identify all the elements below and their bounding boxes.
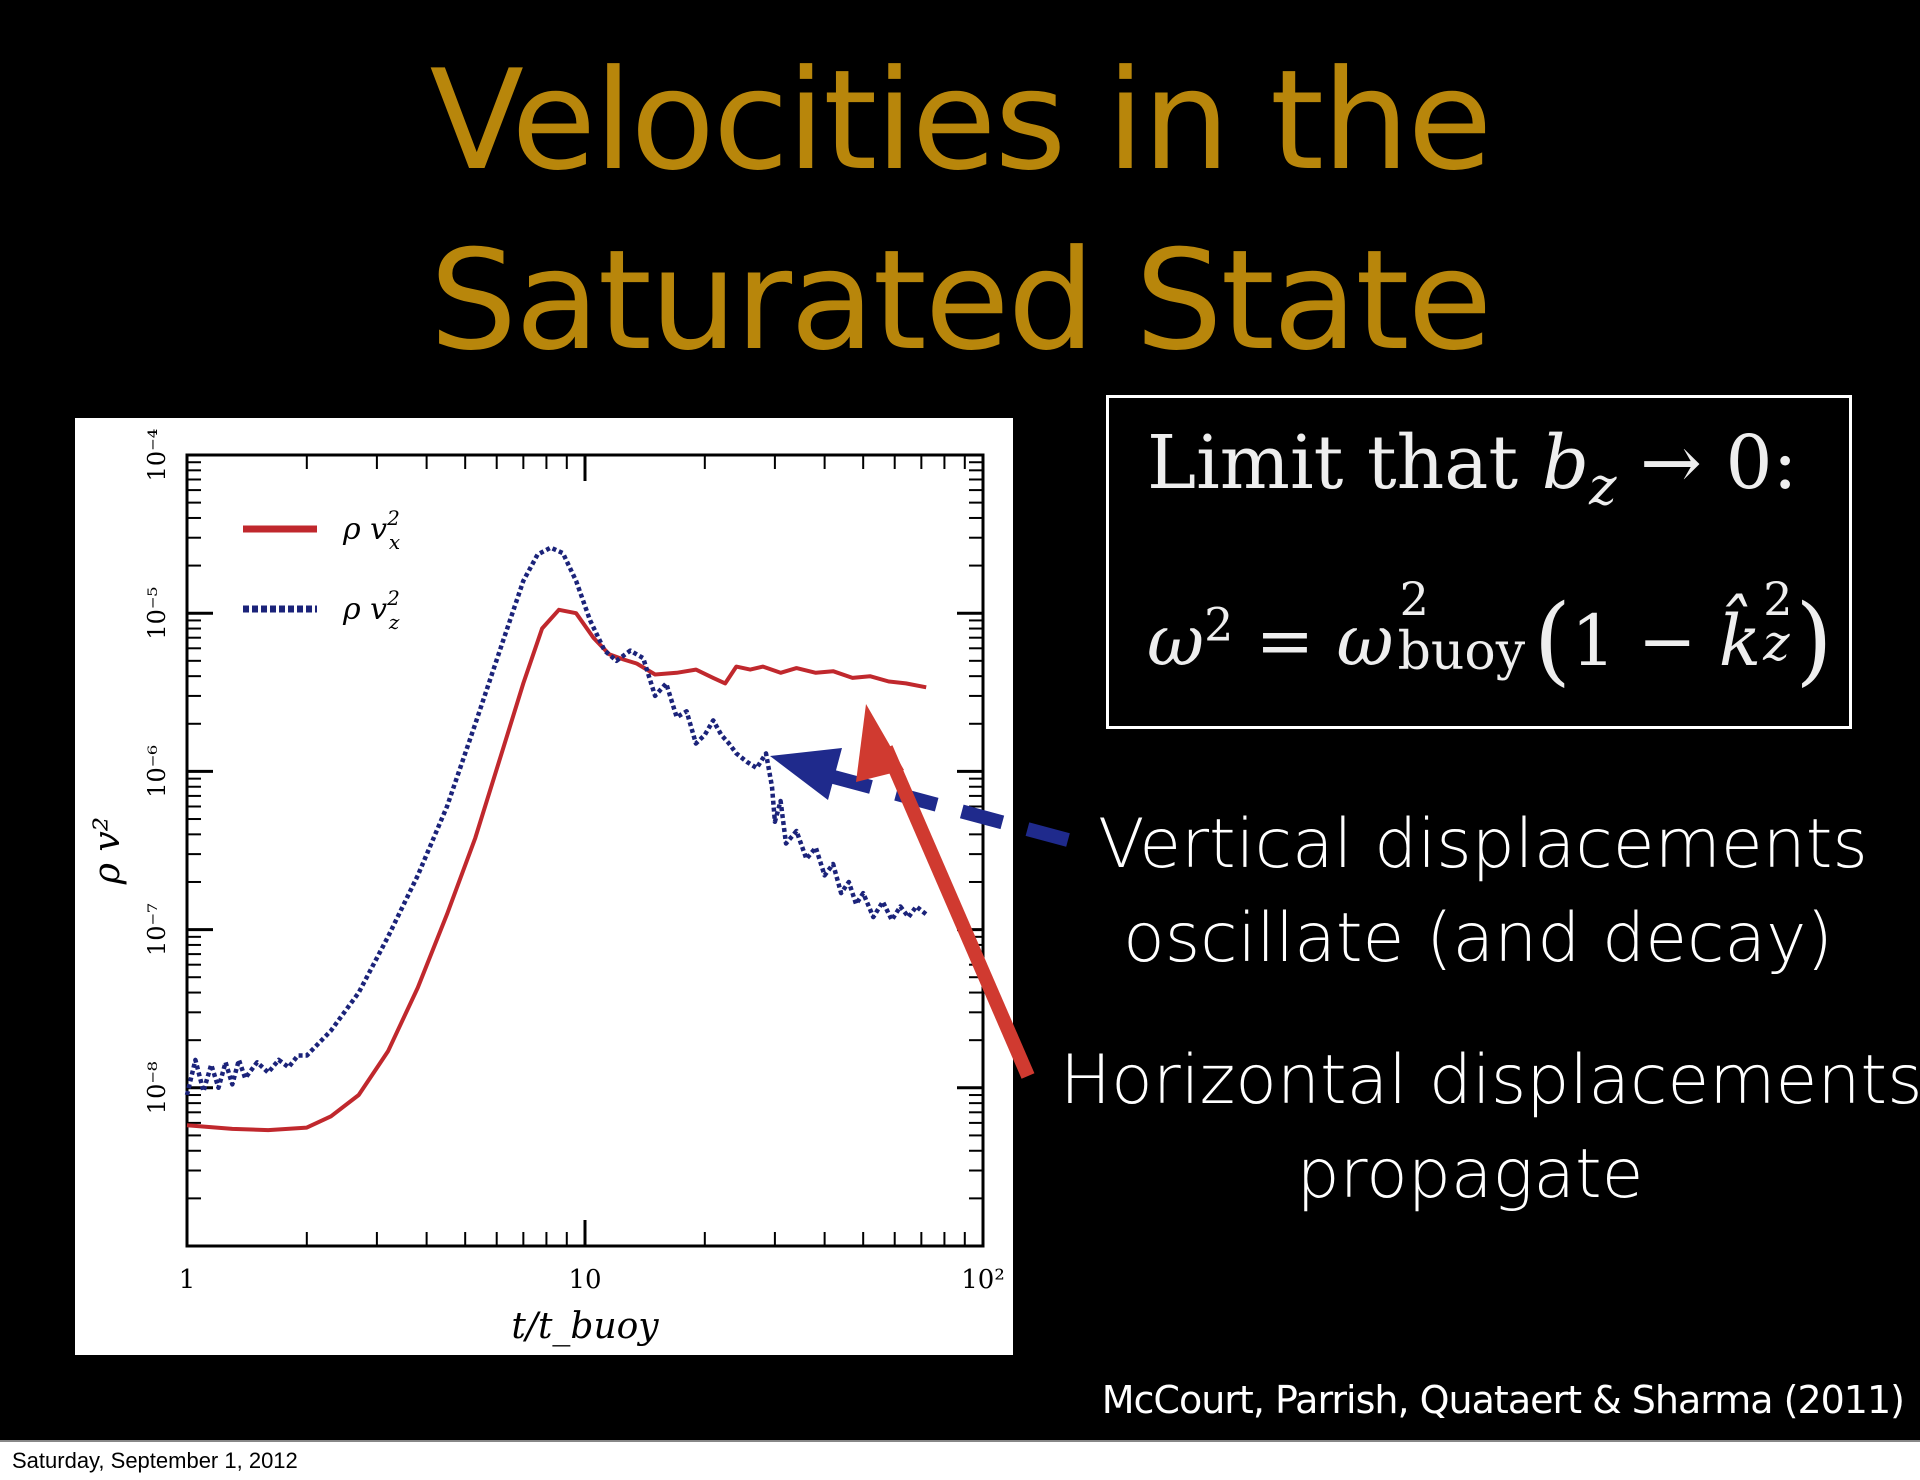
equation-box: Limit that bz → 0: ω2 = ω 2 buoy (1 − k̂ 2 z)	[1106, 395, 1852, 729]
dispersion-equation: ω2 = ω 2 buoy (1 − k̂ 2 z)	[1147, 572, 1833, 696]
horizontal-caption-line-1: Horizontal displacements	[1060, 1041, 1920, 1120]
omega-rhs-scripts: 2 buoy	[1394, 572, 1534, 682]
limit-suffix: → 0:	[1616, 420, 1798, 506]
x-axis-label: t/t_buoy	[511, 1306, 659, 1347]
chart-axes: 1 10 10² 10⁻⁸ 10⁻⁷ 10⁻⁶ 10⁻⁵ 10⁻⁴ t/t_buoy ρ v²	[87, 429, 1005, 1347]
omega-lhs-exponent: 2	[1204, 597, 1234, 652]
legend-sup: 2	[386, 586, 400, 610]
horizontal-caption-line-2: propagate	[1296, 1135, 1644, 1214]
legend-base: ρ v	[342, 592, 387, 627]
omega-rhs: ω	[1336, 600, 1394, 682]
series-line-z	[184, 545, 928, 1096]
b-variable: b	[1541, 420, 1590, 506]
legend-sup: 2	[386, 506, 400, 530]
y-tick-label: 10⁻⁷	[143, 903, 171, 956]
plot-panel: 1 10 10² 10⁻⁸ 10⁻⁷ 10⁻⁶ 10⁻⁵ 10⁻⁴ t/t_buoy ρ v² ρ…	[75, 418, 1013, 1355]
limit-prefix: Limit that	[1147, 420, 1542, 506]
chart-series	[184, 545, 928, 1133]
x-tick-label: 1	[179, 1265, 196, 1295]
legend-label-z: ρ v2 z	[342, 586, 400, 634]
k-hat: k̂	[1718, 600, 1762, 682]
one-minus: 1 −	[1571, 600, 1719, 682]
equals-sign: =	[1233, 600, 1337, 682]
footer-date: Saturday, September 1, 2012	[12, 1448, 298, 1473]
limit-equation: Limit that bz → 0:	[1147, 420, 1798, 517]
open-paren: (	[1533, 584, 1572, 696]
y-tick-label: 10⁻⁴	[143, 429, 171, 482]
chart-legend: ρ v2 xρ v2 z	[243, 506, 400, 634]
k-hat-exponent: 2	[1763, 572, 1793, 626]
y-axis-label: ρ v²	[87, 817, 128, 885]
close-paren: )	[1795, 584, 1833, 696]
omega-lhs: ω	[1147, 600, 1205, 682]
legend-base: ρ v	[342, 512, 387, 547]
horizontal-caption: Horizontal displacements propagate	[1060, 1034, 1920, 1222]
slide-title-line-1: Velocities in the	[429, 40, 1493, 201]
legend-sub: z	[388, 610, 400, 634]
b-subscript: z	[1589, 456, 1617, 517]
legend-label-x: ρ v2 x	[342, 506, 400, 554]
omega-rhs-exponent: 2	[1399, 572, 1429, 626]
vertical-caption: Vertical displacements oscillate (and de…	[1098, 798, 1868, 986]
k-hat-subscript: z	[1763, 614, 1790, 672]
velocity-chart: 1 10 10² 10⁻⁸ 10⁻⁷ 10⁻⁶ 10⁻⁵ 10⁻⁴ t/t_buoy ρ v² ρ…	[87, 429, 1005, 1347]
legend-sub: x	[389, 530, 400, 554]
series-line-x	[186, 607, 927, 1133]
vertical-caption-line-1: Vertical displacements	[1098, 805, 1868, 884]
x-tick-label: 10	[568, 1265, 601, 1295]
vertical-caption-line-2: oscillate (and decay)	[1123, 899, 1833, 978]
footer-bar: Saturday, September 1, 2012	[0, 1440, 1920, 1480]
citation: McCourt, Parrish, Quataert & Sharma (201…	[1101, 1378, 1905, 1422]
x-tick-label: 10²	[961, 1265, 1005, 1295]
y-tick-label: 10⁻⁶	[143, 745, 171, 798]
slide-title-line-2: Saturated State	[429, 220, 1493, 381]
y-tick-label: 10⁻⁵	[143, 587, 171, 640]
y-tick-label: 10⁻⁸	[143, 1061, 171, 1114]
omega-rhs-subscript: buoy	[1397, 622, 1526, 682]
